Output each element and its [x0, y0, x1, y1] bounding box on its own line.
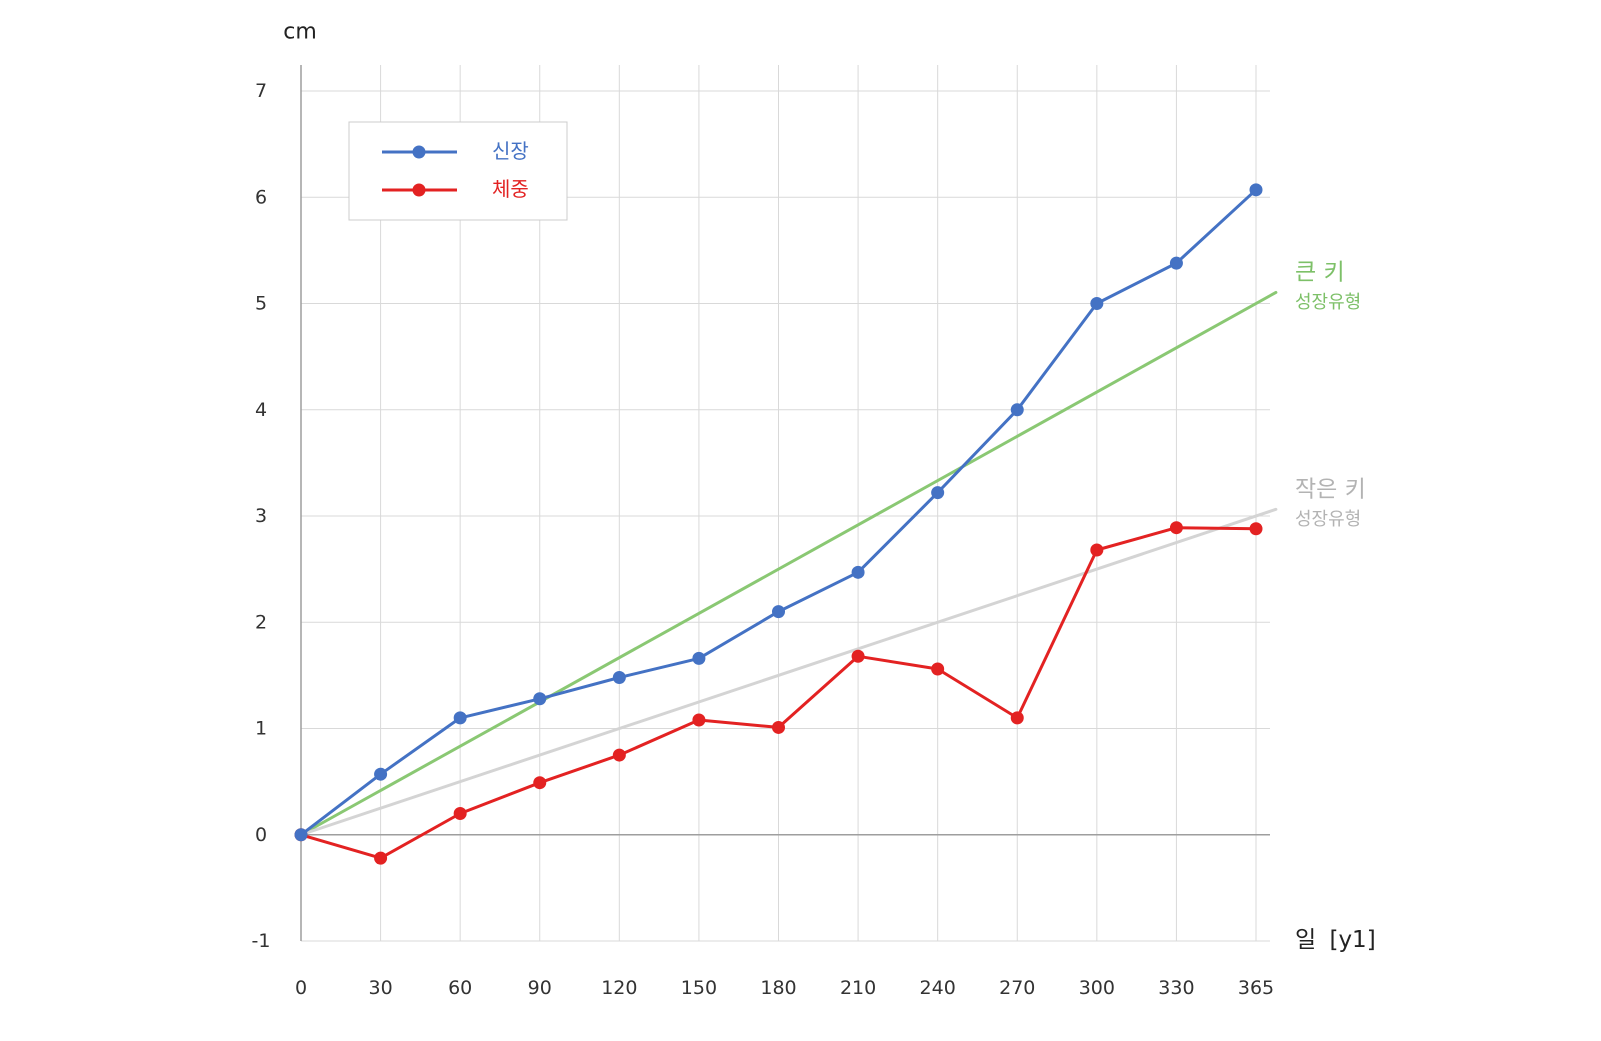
- legend-label: 신장: [492, 139, 529, 163]
- data-point: [772, 605, 785, 619]
- y-tick-label: 3: [255, 505, 267, 527]
- data-point: [692, 651, 706, 665]
- x-tick-label: 120: [601, 977, 637, 999]
- y-axis-title: cm: [283, 20, 317, 45]
- data-point: [533, 692, 547, 706]
- data-point: [374, 851, 388, 865]
- y-tick-label: 5: [255, 293, 267, 315]
- tick-labels: 0 30 60 90 120 150 180 210 240 270 300 330 365-10123…: [252, 80, 1275, 999]
- x-axis-title: 일 [y1]: [1295, 927, 1376, 953]
- x-tick-label: 180: [760, 977, 796, 999]
- data-point: [612, 671, 626, 684]
- x-tick-label: 90: [528, 977, 552, 999]
- x-tick-label: 300: [1079, 977, 1115, 999]
- data-point: [1090, 543, 1104, 557]
- y-tick-label: 7: [255, 80, 267, 102]
- data-point: [692, 713, 706, 727]
- legend-entry: 신장: [382, 139, 529, 163]
- data-point: [931, 662, 945, 676]
- data-point: [1249, 522, 1263, 536]
- data-point: [453, 711, 467, 725]
- x-tick-label: 365: [1238, 977, 1274, 999]
- x-tick-label: 0: [295, 977, 307, 999]
- data-point: [1090, 297, 1104, 310]
- data-point: [1169, 256, 1183, 270]
- x-tick-label: 150: [681, 977, 717, 999]
- legend-marker: [412, 183, 426, 197]
- x-tick-label: 30: [368, 977, 392, 999]
- legend-entry: 체중: [382, 177, 529, 201]
- data-point: [772, 720, 785, 734]
- data-point: [374, 767, 388, 781]
- y-tick-label: 2: [255, 611, 267, 633]
- data-point: [1169, 521, 1183, 535]
- x-tick-label: 210: [840, 977, 876, 999]
- y-tick-label: 4: [255, 399, 267, 421]
- reference-line-label: 큰 키: [1295, 259, 1345, 285]
- data-point: [1010, 711, 1024, 725]
- y-tick-label: -1: [252, 930, 271, 952]
- growth-reference-line: [299, 290, 1278, 837]
- growth-reference-line: [299, 507, 1278, 837]
- y-tick-label: 0: [255, 824, 267, 846]
- reference-line-label: 작은 키: [1295, 476, 1366, 502]
- series-layer: [294, 183, 1263, 865]
- data-point: [1249, 183, 1263, 197]
- legend: 신장 체중: [348, 121, 568, 221]
- data-point: [533, 776, 547, 790]
- x-tick-label: 60: [448, 977, 472, 999]
- x-tick-label: 270: [999, 977, 1035, 999]
- data-point: [1010, 403, 1024, 417]
- legend-marker: [412, 145, 426, 159]
- legend-label: 체중: [492, 177, 529, 201]
- data-point: [453, 807, 467, 820]
- series-group: [294, 183, 1263, 842]
- x-tick-label: 240: [920, 977, 956, 999]
- data-point: [851, 565, 865, 579]
- data-point: [612, 748, 626, 762]
- data-point: [931, 486, 945, 500]
- y-tick-label: 1: [255, 718, 267, 740]
- reference-line-sublabel: 성장유형: [1295, 292, 1361, 313]
- y-tick-label: 6: [255, 186, 267, 208]
- data-point: [851, 649, 865, 663]
- data-point: [294, 828, 308, 842]
- reference-line-sublabel: 성장유형: [1295, 509, 1361, 530]
- legend-box: [348, 121, 568, 221]
- axis-layer: [300, 65, 1270, 941]
- x-tick-label: 330: [1158, 977, 1194, 999]
